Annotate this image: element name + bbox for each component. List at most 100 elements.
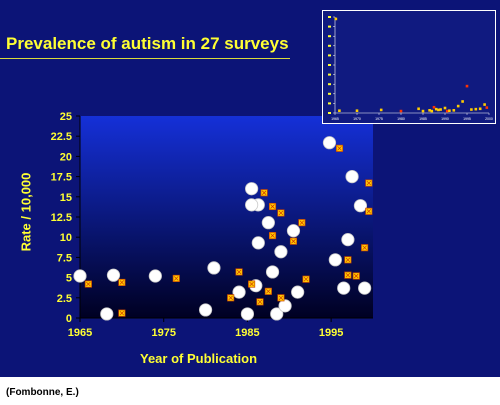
inset-chart-panel: 1965 1970 1975 1980 1985 1990 1995 2000	[322, 10, 496, 124]
inset-y-tick-label	[328, 35, 331, 38]
data-point-square	[260, 189, 268, 197]
data-point-circle	[265, 265, 280, 279]
y-tick-label: 25	[60, 111, 72, 123]
data-point-circle	[207, 261, 221, 275]
inset-y-tick-label	[328, 102, 331, 105]
data-point-square	[118, 309, 126, 317]
data-point-circle	[232, 285, 246, 299]
inset-data-point	[483, 103, 486, 106]
inset-y-tick-label	[328, 92, 331, 95]
slide-title: Prevalence of autism in 27 surveys	[6, 34, 289, 53]
data-point-square	[277, 209, 285, 217]
y-tick-label: 15	[60, 192, 72, 204]
inset-x-tick-label: 1995	[463, 117, 471, 121]
inset-y-tick-label	[328, 44, 331, 47]
data-point-circle	[198, 303, 213, 317]
inset-data-point	[456, 104, 460, 108]
data-point-square	[268, 232, 277, 240]
data-point-square	[118, 278, 126, 286]
inset-x-tick-label: 1970	[353, 117, 361, 121]
inset-data-point	[448, 109, 451, 112]
y-axis-label: Rate / 10,000	[18, 172, 34, 252]
plot-area	[80, 116, 373, 318]
inset-y-tick-label	[328, 16, 331, 18]
inset-y-tick-label	[328, 73, 331, 76]
data-point-square	[277, 294, 285, 302]
inset-data-point	[443, 106, 447, 110]
y-tick-label: 5	[66, 273, 72, 285]
data-point-square	[365, 207, 373, 215]
data-point-circle	[261, 216, 275, 230]
data-point-square	[365, 179, 373, 187]
inset-y-tick-label	[328, 112, 331, 114]
inset-x-tick-label: 1990	[441, 117, 449, 121]
data-point-circle	[337, 281, 351, 295]
x-tick-label: 1995	[319, 327, 343, 339]
data-point-circle	[358, 281, 372, 295]
data-point-square	[268, 202, 277, 211]
y-tick-label: 17.5	[51, 172, 72, 184]
data-point-square	[289, 237, 298, 245]
inset-data-point	[461, 100, 464, 103]
source-note: (Fombonne, E.)	[6, 387, 79, 398]
inset-data-point	[432, 105, 436, 109]
data-point-circle	[251, 236, 265, 250]
data-point-circle	[328, 253, 342, 267]
inset-data-point	[485, 106, 489, 109]
data-point-circle	[341, 233, 355, 247]
x-tick-label: 1965	[68, 327, 92, 339]
y-tick-label: 10	[60, 232, 72, 244]
inset-scatter-chart: 1965 1970 1975 1980 1985 1990 1995 2000	[328, 16, 493, 121]
inset-data-point	[430, 109, 434, 113]
data-point-square	[264, 287, 272, 295]
inset-data-point	[470, 108, 473, 111]
data-point-circle	[322, 136, 337, 150]
x-tick-label: 1975	[151, 327, 175, 339]
inset-data-point	[399, 109, 403, 113]
y-tick-label: 7.5	[57, 252, 72, 264]
inset-data-point	[439, 108, 442, 111]
inset-y-tick-label	[328, 25, 331, 28]
y-tick-label: 2.5	[57, 293, 72, 305]
inset-y-tick-label	[328, 83, 331, 86]
data-point-square	[344, 256, 352, 264]
inset-x-tick-label: 1985	[419, 117, 427, 121]
data-point-square	[344, 271, 352, 279]
y-tick-label: 12.5	[51, 212, 72, 224]
inset-x-tick-label: 1975	[375, 117, 383, 121]
data-point-circle	[345, 170, 359, 184]
y-tick-label: 22.5	[51, 131, 72, 143]
data-point-square	[256, 298, 264, 306]
data-point-circle	[100, 307, 114, 321]
title-underline	[0, 58, 290, 59]
y-tick-label: 0	[66, 313, 72, 325]
inset-data-point	[474, 107, 478, 111]
data-point-circle	[270, 307, 284, 321]
main-scatter-chart: 0 2.5 5 7.5 10 12.5 15 17.5 20 22.5 25 1965 1975 198…	[51, 111, 373, 339]
inset-data-point	[437, 108, 440, 112]
data-point-circle	[286, 224, 301, 238]
data-point-circle	[240, 307, 255, 321]
inset-x-tick-label: 2000	[485, 117, 493, 121]
inset-x-tick-label: 1965	[331, 117, 339, 121]
data-point-square	[227, 294, 235, 302]
inset-data-point	[445, 109, 449, 113]
inset-y-tick-label	[328, 54, 331, 57]
data-point-circle	[245, 198, 259, 212]
data-point-square	[84, 280, 92, 288]
x-axis-label: Year of Publication	[140, 351, 258, 366]
data-point-square	[172, 274, 180, 282]
data-point-square	[361, 244, 369, 252]
data-point-circle	[353, 199, 368, 213]
data-point-square	[302, 275, 310, 283]
inset-data-point	[338, 109, 341, 112]
data-point-circle	[245, 182, 259, 196]
inset-data-point	[478, 107, 482, 111]
inset-data-point	[334, 17, 338, 21]
data-point-square	[335, 144, 344, 152]
inset-data-point	[465, 84, 469, 88]
data-point-square	[248, 280, 256, 288]
inset-data-point	[379, 108, 383, 112]
data-point-circle	[278, 299, 292, 313]
data-point-circle	[73, 269, 87, 283]
